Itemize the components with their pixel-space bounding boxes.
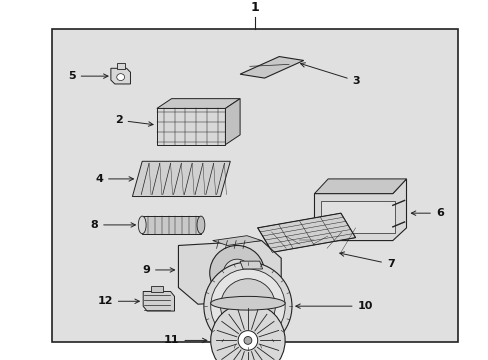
Polygon shape bbox=[225, 99, 240, 145]
Bar bbox=[52, 29, 457, 342]
Text: 12: 12 bbox=[97, 296, 139, 306]
Bar bbox=[142, 216, 201, 234]
Text: 10: 10 bbox=[295, 301, 372, 311]
Text: 7: 7 bbox=[339, 252, 394, 269]
Polygon shape bbox=[157, 99, 240, 108]
Polygon shape bbox=[212, 236, 261, 246]
Circle shape bbox=[209, 246, 264, 300]
Circle shape bbox=[223, 259, 250, 287]
Polygon shape bbox=[314, 179, 406, 194]
Polygon shape bbox=[178, 240, 281, 304]
Circle shape bbox=[210, 303, 285, 360]
Polygon shape bbox=[132, 161, 230, 197]
Text: 8: 8 bbox=[90, 220, 135, 230]
Ellipse shape bbox=[138, 216, 146, 234]
Bar bbox=[117, 63, 124, 69]
Text: 2: 2 bbox=[115, 115, 153, 126]
Circle shape bbox=[210, 269, 285, 343]
Text: 4: 4 bbox=[95, 174, 133, 184]
Text: 3: 3 bbox=[300, 63, 360, 86]
Circle shape bbox=[238, 330, 257, 350]
Circle shape bbox=[244, 337, 251, 344]
Polygon shape bbox=[257, 213, 355, 252]
Text: 6: 6 bbox=[410, 208, 443, 218]
Circle shape bbox=[220, 279, 275, 334]
Text: 1: 1 bbox=[250, 1, 259, 14]
Ellipse shape bbox=[117, 74, 124, 81]
Polygon shape bbox=[157, 108, 225, 145]
Polygon shape bbox=[143, 292, 174, 311]
Polygon shape bbox=[240, 261, 262, 269]
Text: 11: 11 bbox=[163, 336, 206, 346]
Polygon shape bbox=[321, 202, 394, 233]
Circle shape bbox=[203, 262, 291, 350]
Ellipse shape bbox=[197, 216, 204, 234]
Text: 5: 5 bbox=[68, 71, 108, 81]
Polygon shape bbox=[111, 68, 130, 84]
Text: 9: 9 bbox=[142, 265, 174, 275]
Bar bbox=[151, 285, 163, 292]
Ellipse shape bbox=[210, 296, 285, 310]
Polygon shape bbox=[240, 57, 303, 78]
Polygon shape bbox=[314, 179, 406, 240]
